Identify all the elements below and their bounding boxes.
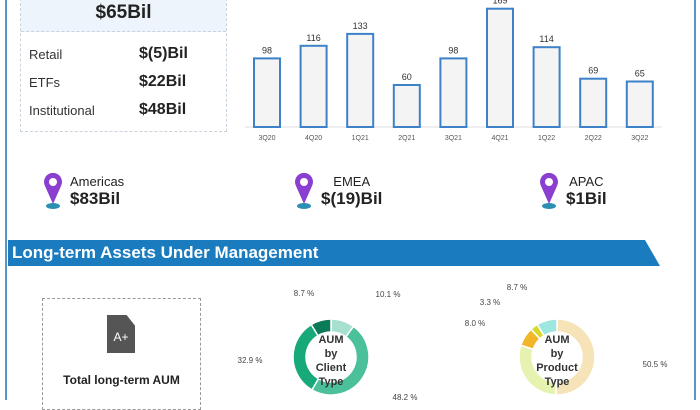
bar-data-label: 65 [635, 69, 645, 79]
donut-slice [310, 318, 332, 337]
donut-center-text: by [551, 348, 565, 360]
donut-center-text: Client [316, 362, 347, 374]
donut-center-text: AUM [318, 334, 343, 346]
donut-slice [292, 323, 320, 391]
flow-row-etfs: ETFs $22Bil [21, 68, 226, 96]
flow-value: $48Bil [139, 101, 187, 118]
flow-row-institutional: Institutional $48Bil [21, 96, 226, 124]
bar-data-label: 116 [306, 33, 320, 43]
donut-center-text: AUM [544, 334, 569, 346]
bar-data-label: 98 [448, 45, 458, 55]
region-name: Americas [70, 173, 125, 189]
document-icon: A+ [107, 315, 135, 353]
donut-slice-label: 8.7 % [507, 283, 527, 292]
bar-data-label: 69 [588, 66, 598, 76]
donut-center-text: Product [536, 362, 578, 374]
bar [439, 57, 468, 128]
bar [346, 32, 375, 128]
section-title: Long-term Assets Under Management [12, 243, 319, 262]
bar-x-tick-label: 4Q20 [305, 135, 322, 142]
region-americas: Americas $83Bil [42, 172, 124, 210]
bar-x-tick-label: 4Q21 [491, 135, 508, 142]
region-value: $83Bil [70, 188, 121, 208]
flow-label: Retail [29, 46, 63, 62]
bar-x-tick-label: 1Q21 [352, 135, 369, 142]
region-name: EMEA [333, 173, 371, 189]
bar-data-label: 169 [492, 0, 507, 6]
bar-x-tick-label: 1Q22 [538, 135, 555, 142]
bar-data-label: 133 [353, 21, 368, 31]
charts-canvas: 98 3Q20 116 4Q20 133 1Q21 60 2Q21 98 3Q21 169 4Q21 1… [238, 0, 668, 400]
frame-border-left [5, 0, 7, 400]
bar [486, 7, 514, 129]
region-value: $(19)Bil [321, 188, 383, 208]
section-banner: Long-term Assets Under Management [8, 240, 660, 266]
frame-border-right [694, 0, 696, 400]
donut-slice-label: 10.1 % [376, 290, 401, 299]
net-flows-total: $65Bil [21, 0, 226, 32]
donut-center-text: Type [545, 376, 570, 388]
bar [299, 44, 328, 128]
donut-slice-label: 32.9 % [238, 356, 263, 365]
bar-x-tick-label: 2Q21 [398, 135, 415, 142]
region-value: $1Bil [566, 188, 607, 208]
bar [253, 57, 281, 128]
net-flows-box: $65Bil Retail $(5)Bil ETFs $22Bil Institut… [20, 0, 227, 132]
bar [625, 80, 654, 128]
bar-data-label: 98 [262, 45, 272, 55]
bar [579, 77, 608, 128]
donut-center-text: by [325, 348, 339, 360]
donut-slice-label: 50.5 % [643, 360, 668, 369]
donut-slice-label: 3.3 % [480, 298, 500, 307]
region-apac: APAC $1Bil [538, 172, 607, 210]
bar-x-tick-label: 2Q22 [585, 135, 602, 142]
donut-slice [536, 318, 558, 337]
total-aum-label: Total long-term AUM [63, 373, 180, 387]
map-pin-icon [295, 172, 313, 209]
map-pin-icon [540, 172, 558, 209]
bar [392, 84, 421, 128]
bar-x-tick-label: 3Q20 [258, 135, 275, 142]
region-emea: EMEA $(19)Bil [293, 172, 382, 210]
flow-row-retail: Retail $(5)Bil [21, 40, 226, 68]
flow-value: $22Bil [139, 73, 187, 90]
map-pin-icon [44, 172, 62, 209]
donut-center-text: Type [319, 376, 344, 388]
total-aum-box: A+ Total long-term AUM [42, 298, 201, 410]
flow-label: ETFs [29, 74, 61, 90]
donut-slice-label: 48.2 % [393, 393, 418, 400]
donut-slice-label: 8.7 % [294, 289, 314, 298]
flow-label: Institutional [29, 102, 95, 118]
donut-slice-label: 8.0 % [465, 319, 485, 328]
flow-value: $(5)Bil [139, 45, 188, 62]
bar-data-label: 60 [402, 72, 412, 82]
bar [532, 46, 561, 129]
bar-data-label: 114 [539, 34, 553, 44]
region-name: APAC [569, 173, 604, 189]
bar-x-tick-label: 3Q22 [631, 135, 648, 142]
bar-x-tick-label: 3Q21 [445, 135, 462, 142]
